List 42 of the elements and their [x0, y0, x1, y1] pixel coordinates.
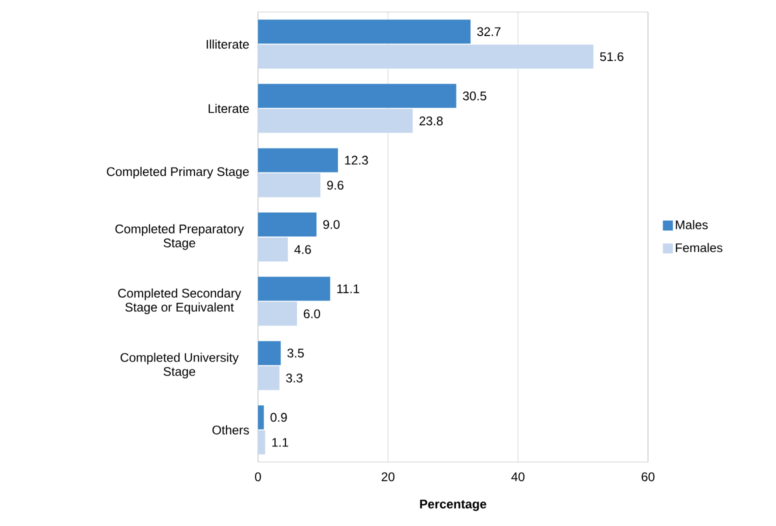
data-label: 51.6 [600, 52, 624, 62]
bar [258, 430, 266, 454]
bar [258, 20, 471, 44]
data-label: 9.0 [323, 220, 340, 229]
data-label: 4.6 [294, 245, 311, 254]
data-label: 1.1 [272, 438, 288, 447]
data-label: 3.3 [286, 374, 302, 383]
y-tick-label: Completed Primary Stage [106, 166, 249, 179]
x-tick-label: 40 [511, 472, 524, 482]
bar [258, 212, 316, 237]
data-label: 11.1 [337, 284, 360, 294]
y-tick-label: Others [212, 425, 249, 434]
y-tick-label: Completed Preparatory Stage [115, 224, 244, 250]
bar [258, 366, 280, 390]
data-label: 23.8 [420, 116, 443, 126]
data-label: 3.5 [287, 348, 304, 358]
x-axis-title: Percentage [420, 500, 486, 512]
data-label: 0.9 [270, 412, 287, 422]
bar [258, 108, 413, 133]
data-label: 12.3 [345, 156, 368, 165]
data-label: 9.6 [327, 180, 344, 190]
data-label: 6.0 [304, 309, 320, 318]
bar [258, 302, 297, 326]
data-label: 30.5 [462, 92, 486, 100]
x-tick-label: 20 [382, 472, 394, 482]
y-tick-label: Illiterate [206, 40, 249, 49]
bar [258, 238, 288, 262]
bar [258, 44, 594, 69]
y-tick-label: Completed Secondary Stage or Equivalent [118, 288, 242, 314]
data-label: 32.7 [477, 27, 500, 36]
x-tick-label: 60 [642, 472, 654, 482]
bar [258, 276, 330, 301]
legend-label: Females [676, 242, 722, 252]
bar [258, 405, 264, 430]
bar [258, 148, 338, 172]
y-tick-label: Literate [208, 104, 249, 114]
y-tick-label: Completed University Stage [120, 352, 239, 378]
bar [258, 341, 281, 366]
bar [258, 84, 456, 108]
legend-label: Males [676, 220, 708, 230]
bar [258, 173, 320, 198]
x-tick-label: 0 [255, 472, 261, 482]
